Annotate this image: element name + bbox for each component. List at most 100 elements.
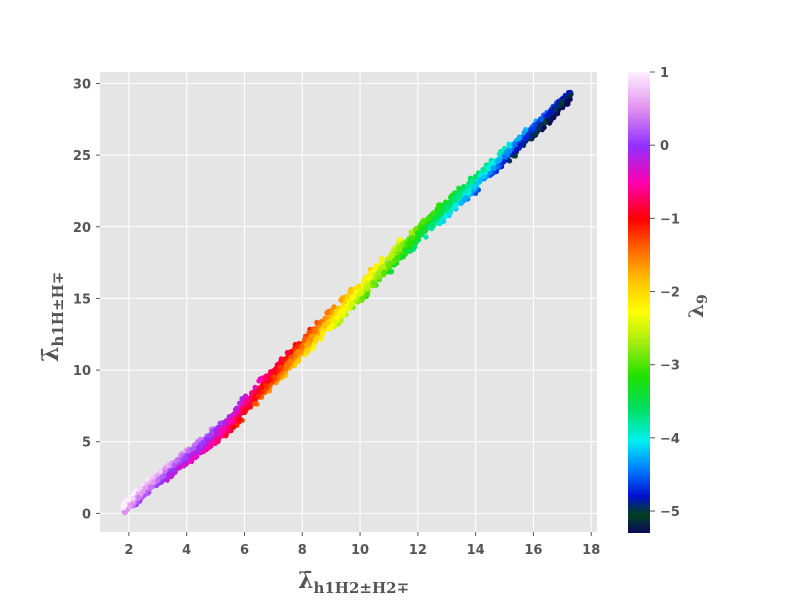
scatter-point — [371, 280, 377, 286]
scatter-point — [324, 310, 330, 316]
scatter-point — [313, 338, 319, 344]
scatter-point — [417, 232, 424, 238]
scatter-point — [303, 342, 309, 349]
scatter-point — [295, 343, 301, 350]
x-tick-label: 2 — [124, 543, 133, 558]
y-tick-label: 30 — [73, 77, 91, 92]
scatter-point — [186, 448, 192, 454]
y-tick-label: 10 — [73, 364, 91, 379]
colorbar-tick-label: −2 — [660, 286, 680, 301]
scatter-point — [423, 234, 429, 240]
scatter-point — [387, 256, 393, 262]
scatter-point — [365, 283, 371, 289]
scatter-point — [227, 419, 233, 425]
scatter-point — [381, 269, 387, 275]
scatter-point — [358, 288, 364, 294]
scatter-point — [295, 358, 301, 364]
y-tick-label: 20 — [73, 221, 91, 236]
scatter-point — [348, 302, 354, 308]
scatter-point — [236, 416, 242, 422]
scatter-point — [495, 163, 501, 169]
scatter-point — [525, 132, 531, 138]
scatter-point — [305, 347, 311, 353]
scatter-point — [192, 450, 198, 457]
colorbar-tick-label: −3 — [660, 359, 680, 374]
scatter-point — [360, 295, 366, 301]
x-tick-label: 14 — [467, 543, 485, 558]
scatter-point — [219, 430, 225, 436]
scatter-point — [427, 224, 433, 230]
y-tick-label: 0 — [82, 507, 91, 522]
scatter-point — [242, 407, 248, 413]
colorbar-tick-label: 1 — [660, 66, 669, 81]
scatter-point — [334, 314, 340, 320]
x-tick-label: 6 — [240, 543, 249, 558]
scatter-point — [214, 437, 220, 444]
scatter-point — [469, 178, 475, 184]
scatter-point — [284, 349, 290, 356]
scatter-point — [440, 218, 447, 224]
scatter-point — [322, 323, 328, 329]
scatter-point — [481, 174, 487, 180]
scatter-point — [198, 441, 204, 447]
scatter-point — [565, 98, 571, 104]
scatter-point — [497, 157, 503, 163]
scatter-point — [331, 304, 337, 310]
scatter-point — [480, 167, 486, 173]
scatter-point — [420, 219, 426, 225]
scatter-point — [157, 468, 163, 474]
colorbar-title: λ9 — [684, 294, 711, 318]
scatter-point — [444, 205, 450, 211]
scatter-point — [207, 432, 213, 439]
x-tick-label: 10 — [351, 543, 369, 558]
scatter-point — [432, 215, 438, 221]
scatter-point — [222, 420, 228, 426]
scatter-point — [299, 344, 305, 350]
scatter-point — [471, 183, 477, 190]
scatter-point — [122, 509, 128, 515]
scatter-point — [530, 132, 536, 138]
scatter-point — [455, 194, 461, 200]
x-axis-title: λ̄h1H2±H2∓ — [298, 568, 409, 597]
y-tick-label: 15 — [73, 292, 91, 307]
scatter-point — [282, 356, 288, 362]
scatter-point — [226, 424, 232, 431]
scatter-point — [547, 108, 554, 114]
scatter-point — [408, 229, 414, 235]
scatter-point — [208, 442, 214, 448]
scatter-point — [447, 198, 453, 205]
grid-lines — [100, 72, 597, 532]
scatter-point — [512, 142, 518, 148]
scatter-point — [174, 456, 180, 463]
scatter-point — [130, 496, 136, 502]
scatter-point — [288, 358, 294, 364]
scatter-point — [239, 399, 245, 405]
scatter-point — [507, 143, 513, 149]
colorbar-ticks: 1 0 −1 −2 −3 −4 −5 — [650, 66, 680, 520]
scatter-point — [285, 362, 291, 368]
scatter-point — [407, 241, 413, 247]
scatter-point — [502, 154, 508, 160]
scatter-point — [513, 147, 519, 153]
scatter-point — [395, 255, 401, 261]
scatter-point — [311, 342, 317, 348]
scatter-points — [120, 89, 574, 516]
scatter-point — [465, 184, 471, 190]
scatter-point — [506, 148, 512, 154]
y-axis-title: λ̄h1H±H∓ — [38, 272, 67, 362]
scatter-point — [243, 399, 249, 406]
scatter-point — [350, 295, 356, 301]
scatter-point — [183, 455, 189, 461]
scatter-point — [491, 165, 497, 171]
scatter-point — [311, 329, 318, 335]
scatter-point — [385, 262, 391, 268]
scatter-point — [136, 494, 142, 500]
scatter-point — [373, 262, 379, 268]
scatter-point — [171, 462, 177, 468]
scatter-point — [269, 369, 275, 376]
scatter-point — [233, 410, 239, 416]
scatter-point — [545, 113, 551, 119]
scatter-point — [255, 393, 261, 399]
scatter-point — [458, 200, 464, 206]
scatter-point — [397, 246, 403, 252]
